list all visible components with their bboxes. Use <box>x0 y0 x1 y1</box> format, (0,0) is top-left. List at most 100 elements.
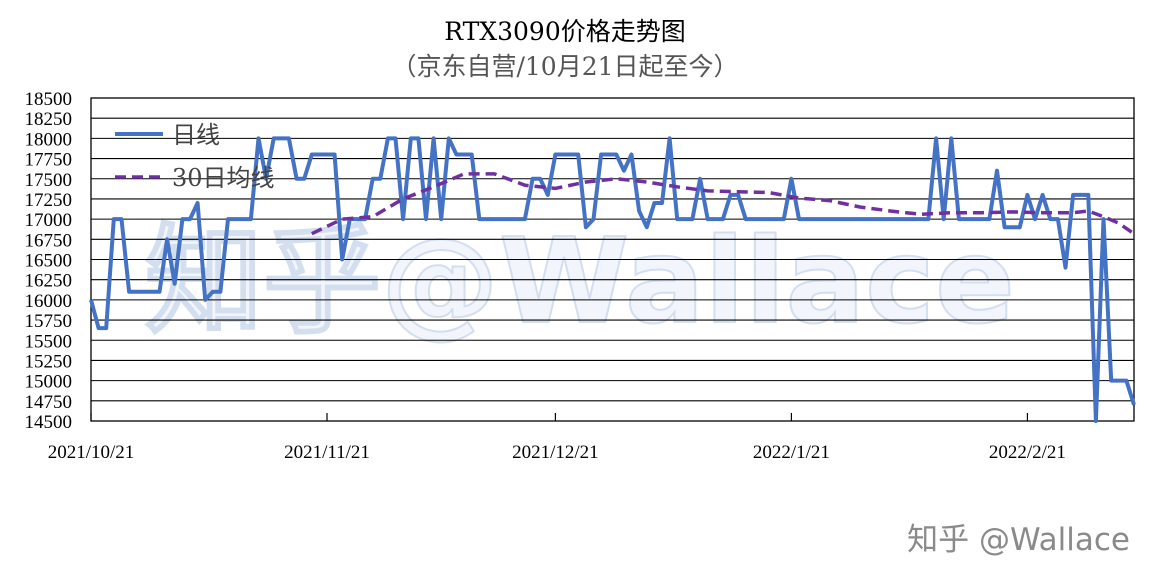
data-point-series-0 <box>211 290 214 293</box>
data-point-series-0 <box>417 137 420 140</box>
x-tick-label: 2022/1/21 <box>753 442 830 463</box>
data-point-series-0 <box>828 218 831 221</box>
data-point-series-0 <box>188 218 191 221</box>
data-point-series-0 <box>653 201 656 204</box>
data-point-series-0 <box>912 218 915 221</box>
y-tick-label: 15500 <box>25 331 73 352</box>
data-point-series-0 <box>379 177 382 180</box>
data-point-series-0 <box>272 137 275 140</box>
data-point-series-0 <box>181 218 184 221</box>
data-point-series-0 <box>371 177 374 180</box>
chart-title: RTX3090价格走势图 <box>444 17 685 46</box>
data-point-series-0 <box>143 290 146 293</box>
y-tick-label: 16000 <box>25 291 73 312</box>
data-point-series-0 <box>881 218 884 221</box>
data-point-series-0 <box>622 169 625 172</box>
data-point-series-0 <box>127 290 130 293</box>
data-point-series-0 <box>1064 266 1067 269</box>
data-point-series-0 <box>105 327 108 330</box>
data-point-series-0 <box>592 218 595 221</box>
y-tick-label: 14500 <box>25 412 73 433</box>
data-point-series-1 <box>858 205 861 208</box>
data-point-series-1 <box>676 185 679 188</box>
data-point-series-0 <box>1117 379 1120 382</box>
data-point-series-1 <box>615 177 618 180</box>
data-point-series-0 <box>1056 218 1059 221</box>
data-point-series-0 <box>455 153 458 156</box>
y-tick-label: 15750 <box>25 311 73 332</box>
data-point-series-0 <box>584 226 587 229</box>
data-point-series-0 <box>706 218 709 221</box>
data-point-series-0 <box>386 137 389 140</box>
data-point-series-0 <box>782 218 785 221</box>
data-point-series-0 <box>508 218 511 221</box>
data-point-series-1 <box>919 213 922 216</box>
data-point-series-0 <box>889 218 892 221</box>
data-point-series-0 <box>851 218 854 221</box>
data-point-series-1 <box>523 184 526 187</box>
data-point-series-0 <box>1125 379 1128 382</box>
data-point-series-0 <box>980 218 983 221</box>
data-point-series-0 <box>516 218 519 221</box>
data-point-series-0 <box>858 218 861 221</box>
data-point-series-0 <box>409 137 412 140</box>
data-point-series-0 <box>89 298 92 301</box>
data-point-series-0 <box>394 137 397 140</box>
data-point-series-0 <box>112 218 115 221</box>
data-point-series-0 <box>744 218 747 221</box>
data-point-series-0 <box>303 177 306 180</box>
data-point-series-0 <box>242 218 245 221</box>
data-point-series-0 <box>904 218 907 221</box>
data-point-series-0 <box>462 153 465 156</box>
data-point-series-0 <box>775 218 778 221</box>
data-point-series-0 <box>204 298 207 301</box>
data-point-series-0 <box>660 201 663 204</box>
data-point-series-1 <box>828 199 831 202</box>
data-point-series-0 <box>1132 403 1135 406</box>
data-point-series-0 <box>752 218 755 221</box>
data-point-series-0 <box>965 218 968 221</box>
data-point-series-0 <box>173 282 176 285</box>
data-point-series-0 <box>325 153 328 156</box>
data-point-series-0 <box>249 218 252 221</box>
data-point-series-0 <box>599 153 602 156</box>
data-point-series-1 <box>462 172 465 175</box>
data-point-series-1 <box>645 180 648 183</box>
data-point-series-1 <box>341 218 344 221</box>
y-tick-label: 16500 <box>25 251 73 272</box>
data-point-series-1 <box>371 215 374 218</box>
data-point-series-0 <box>470 153 473 156</box>
series-line-1 <box>311 172 1135 236</box>
y-tick-label: 16250 <box>25 271 73 292</box>
data-point-series-0 <box>1026 193 1029 196</box>
y-tick-label: 18250 <box>25 109 73 130</box>
data-point-series-1 <box>1087 209 1090 212</box>
series-line-0 <box>89 136 1136 423</box>
data-point-series-1 <box>1041 211 1044 214</box>
data-point-series-0 <box>539 177 542 180</box>
data-point-series-0 <box>295 177 298 180</box>
data-point-series-1 <box>797 197 800 200</box>
data-point-series-0 <box>767 218 770 221</box>
plot-frame <box>90 97 1135 422</box>
data-point-series-0 <box>234 218 237 221</box>
data-point-series-0 <box>158 290 161 293</box>
data-point-series-0 <box>356 218 359 221</box>
data-point-series-0 <box>691 218 694 221</box>
data-point-series-0 <box>219 290 222 293</box>
y-tick-label: 15250 <box>25 351 73 372</box>
data-point-series-0 <box>919 218 922 221</box>
data-point-series-0 <box>546 193 549 196</box>
data-point-series-0 <box>310 153 313 156</box>
data-point-series-1 <box>950 211 953 214</box>
data-point-series-0 <box>820 218 823 221</box>
data-point-series-0 <box>196 201 199 204</box>
data-point-series-0 <box>630 153 633 156</box>
data-point-series-1 <box>493 172 496 175</box>
data-point-series-1 <box>432 185 435 188</box>
watermark-center: 知乎@Wallace <box>145 212 1015 350</box>
data-point-series-0 <box>805 218 808 221</box>
data-point-series-0 <box>835 218 838 221</box>
x-tick-label: 2021/11/21 <box>284 442 370 463</box>
